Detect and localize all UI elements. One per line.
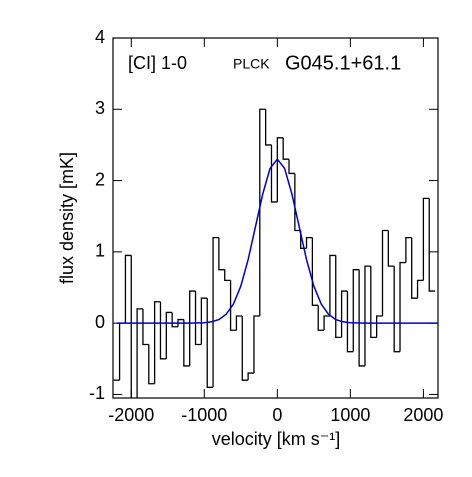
- fit-line: [116, 157, 438, 324]
- y-tick-label: 4: [95, 27, 105, 47]
- histogram-step: [393, 266, 401, 353]
- histogram-step: [194, 291, 202, 346]
- histogram-step: [130, 255, 132, 398]
- x-axis-label: velocity [km s⁻¹]: [212, 429, 341, 449]
- histogram-step: [329, 254, 336, 317]
- histogram-step: [177, 318, 184, 327]
- histogram-step: [370, 266, 377, 339]
- histogram-step: [294, 173, 301, 232]
- histogram-step: [124, 254, 132, 324]
- histogram-step: [241, 316, 249, 381]
- histogram-step: [335, 255, 342, 339]
- histogram-step: [235, 315, 243, 331]
- x-tick-label: -1000: [181, 405, 227, 425]
- x-tick-label: 1000: [330, 405, 370, 425]
- histogram-step: [264, 109, 272, 146]
- histogram-step: [311, 237, 319, 306]
- histogram-step: [218, 237, 225, 271]
- histogram-step: [323, 315, 330, 331]
- histogram-step: [153, 301, 161, 384]
- histogram-step: [317, 305, 325, 331]
- histogram-step: [136, 308, 143, 398]
- histogram-step: [399, 261, 406, 352]
- y-tick-label: 0: [95, 312, 105, 332]
- x-tick-label: 0: [272, 405, 282, 425]
- histogram-step: [352, 269, 360, 352]
- histogram-step: [381, 229, 389, 317]
- histogram-step: [212, 236, 219, 388]
- histogram-step: [340, 290, 348, 338]
- histogram-step: [276, 137, 284, 202]
- histogram-step: [247, 372, 254, 381]
- histogram-step: [171, 312, 178, 328]
- histogram-step: [118, 322, 126, 381]
- histogram-step: [428, 198, 436, 292]
- histogram-step: [165, 311, 173, 359]
- histogram-step: [358, 269, 365, 367]
- histogram-step: [259, 108, 266, 317]
- histogram-step: [346, 291, 354, 353]
- histogram-step: [229, 280, 237, 331]
- histogram-step: [364, 265, 371, 366]
- histogram-step: [305, 236, 313, 249]
- histogram-step: [183, 319, 190, 367]
- annotation: PLCK: [233, 56, 270, 72]
- x-tick-label: -2000: [108, 405, 154, 425]
- y-tick-label: 3: [95, 98, 105, 118]
- histogram-step: [387, 230, 395, 267]
- annotation: G045.1+61.1: [285, 52, 401, 74]
- histogram-step: [253, 315, 260, 374]
- histogram-step: [206, 298, 214, 388]
- histogram-step: [288, 159, 295, 175]
- histogram-step: [411, 237, 418, 299]
- histogram-step: [282, 137, 290, 160]
- plot-frame: [112, 37, 439, 399]
- histogram-step: [405, 236, 412, 263]
- y-tick-label: 2: [95, 169, 105, 189]
- histogram-step: [270, 144, 278, 203]
- y-tick-label: -1: [89, 383, 105, 403]
- histogram-step: [422, 197, 430, 281]
- y-tick-label: 1: [95, 241, 105, 261]
- histogram-step: [142, 308, 149, 346]
- histogram-step: [159, 301, 167, 360]
- histogram-step: [148, 344, 155, 385]
- histogram-step: [224, 269, 231, 282]
- histogram-step: [189, 290, 196, 366]
- annotation: [CI] 1-0: [128, 53, 187, 73]
- y-axis-label: flux density [mK]: [57, 152, 77, 284]
- histogram-step: [416, 279, 424, 299]
- histogram-step: [376, 315, 383, 338]
- x-tick-label: 2000: [403, 405, 443, 425]
- histogram-step: [200, 297, 208, 345]
